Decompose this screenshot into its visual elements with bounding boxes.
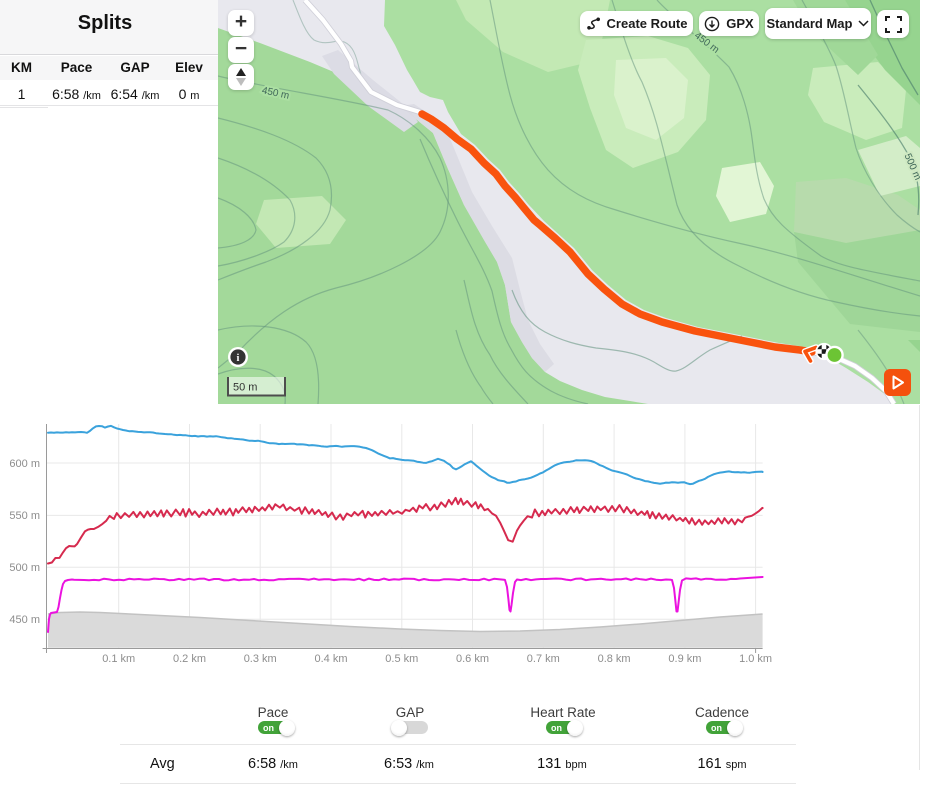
svg-text:450 m: 450 m [9,614,40,626]
svg-text:0.9 km: 0.9 km [668,653,701,665]
svg-text:0.2 km: 0.2 km [173,653,206,665]
svg-text:0.5 km: 0.5 km [385,653,418,665]
svg-text:0.8 km: 0.8 km [598,653,631,665]
svg-text:0.3 km: 0.3 km [244,653,277,665]
svg-text:i: i [237,353,240,364]
svg-text:0.6 km: 0.6 km [456,653,489,665]
svg-text:550 m: 550 m [9,510,40,522]
svg-text:0.7 km: 0.7 km [527,653,560,665]
svg-text:600 m: 600 m [9,458,40,470]
svg-text:50 m: 50 m [233,382,257,394]
svg-text:500 m: 500 m [9,562,40,574]
svg-text:1.0 km: 1.0 km [739,653,772,665]
svg-text:0.4 km: 0.4 km [314,653,347,665]
svg-text:0.1 km: 0.1 km [102,653,135,665]
